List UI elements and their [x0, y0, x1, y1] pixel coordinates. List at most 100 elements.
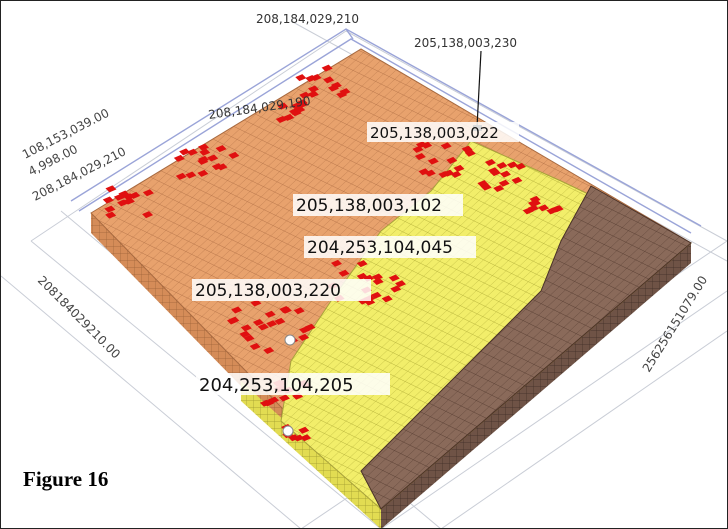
red-cell [440, 142, 452, 150]
red-cell [228, 151, 240, 159]
red-cell [175, 172, 187, 180]
red-cell [231, 306, 243, 314]
red-cell [142, 189, 154, 197]
red-cell [395, 280, 407, 288]
red-cell [522, 207, 534, 215]
left-axis-label: 20818402921​0.00 [35, 273, 123, 361]
red-cell [268, 396, 280, 404]
red-cell [552, 205, 564, 213]
red-cell [330, 259, 342, 267]
red-cell [390, 285, 402, 293]
red-cell [339, 88, 351, 96]
red-cell [446, 156, 458, 164]
figure-caption: Figure 16 [23, 467, 109, 491]
red-cell [239, 330, 251, 338]
red-cell [356, 272, 368, 280]
red-cell [105, 185, 117, 193]
red-cell [297, 100, 309, 108]
red-cell [511, 176, 523, 184]
red-cell [274, 317, 286, 325]
annotation-label: 208,184,029,210 [256, 12, 359, 26]
red-cell [283, 113, 295, 121]
red-cell [199, 148, 211, 156]
red-cell [356, 260, 368, 268]
red-cell [461, 145, 473, 153]
red-cell [415, 141, 427, 149]
red-cell [198, 143, 210, 151]
red-cell [207, 154, 219, 162]
red-cell [295, 74, 307, 82]
red-cell [293, 434, 305, 442]
red-cell [506, 161, 518, 169]
red-cell [498, 179, 510, 187]
red-cell [453, 164, 465, 172]
red-cell [323, 76, 335, 84]
red-cell [266, 320, 278, 328]
red-cell [186, 148, 198, 156]
red-cell [443, 169, 455, 177]
red-cell [514, 162, 526, 170]
red-cell [211, 163, 223, 171]
red-cell [240, 324, 252, 332]
red-cell [185, 171, 197, 179]
red-cell [307, 85, 319, 93]
red-cell [372, 277, 384, 285]
red-cell [249, 342, 261, 350]
annotation-label: 205,138,003,102 [296, 196, 442, 216]
red-cell [338, 269, 350, 277]
red-cell [293, 307, 305, 315]
red-cell [493, 185, 505, 193]
red-cell [496, 162, 508, 170]
red-cell [123, 193, 135, 201]
red-cell [538, 204, 550, 212]
red-cell [278, 394, 290, 402]
red-cell [529, 195, 541, 203]
red-cell [371, 273, 383, 281]
red-cell [298, 426, 310, 434]
red-cell [173, 154, 185, 162]
annotation-label: 205,138,003,022 [370, 124, 499, 142]
red-cell [179, 148, 191, 156]
red-cell [294, 106, 306, 114]
red-cell [364, 298, 376, 306]
red-cell [263, 347, 275, 355]
red-cell [243, 334, 255, 342]
axis-frame [70, 28, 702, 234]
red-cell [414, 152, 426, 160]
red-cell [198, 155, 210, 163]
red-cell [105, 211, 117, 219]
red-cell [142, 211, 154, 219]
red-cell [450, 170, 462, 178]
red-cell [327, 84, 339, 92]
red-cell [299, 91, 311, 99]
annotation-boxed: 205,138,003,102 [293, 194, 463, 216]
red-cell [102, 196, 114, 204]
red-cell [113, 193, 125, 201]
annotation-boxed: 204,253,104,045 [304, 236, 476, 258]
red-cell [117, 199, 129, 207]
red-cell [321, 64, 333, 72]
red-cell [484, 159, 496, 167]
annotation-marker [282, 50, 482, 437]
annotation-label: 204,253,104,205 [199, 375, 354, 396]
red-cell [300, 434, 312, 442]
red-cell [464, 149, 476, 157]
red-cell [197, 169, 209, 177]
slab-sides [91, 213, 691, 528]
red-cell [388, 274, 400, 282]
red-cell [480, 183, 492, 191]
red-cell [250, 299, 262, 307]
red-cell [299, 326, 311, 334]
red-cell [477, 180, 489, 188]
red-cell [499, 170, 511, 178]
red-cell [370, 291, 382, 299]
red-cell [307, 90, 319, 98]
red-cell [257, 323, 269, 331]
red-cell [427, 157, 439, 165]
red-cell [489, 169, 501, 177]
annotation-label: 205,138,003,220 [195, 281, 341, 301]
red-cell [215, 145, 227, 153]
red-cell [530, 199, 542, 207]
